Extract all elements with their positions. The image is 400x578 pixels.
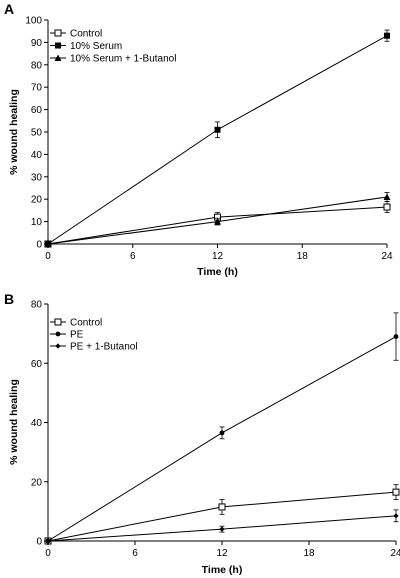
y-tick-label: 80 [31, 60, 43, 71]
x-tick-label: 12 [212, 251, 224, 262]
data-point [392, 488, 400, 496]
x-tick-label: 6 [132, 548, 138, 559]
data-point [219, 430, 225, 436]
y-axis-label: % wound healing [8, 89, 20, 175]
legend-entry: PE [70, 330, 84, 341]
y-tick-label: 40 [31, 150, 43, 161]
legend-marker [54, 318, 62, 326]
legend-marker [55, 331, 61, 337]
legend-marker [54, 54, 62, 61]
panel-label: B [4, 291, 14, 307]
y-tick-label: 30 [31, 172, 43, 183]
series-3 [44, 192, 391, 247]
x-tick-label: 0 [45, 251, 51, 262]
legend-marker [55, 42, 61, 49]
x-tick-label: 18 [303, 548, 315, 559]
x-tick-label: 12 [216, 548, 228, 559]
data-point [219, 526, 225, 532]
series-1 [44, 484, 400, 545]
y-tick-label: 50 [31, 128, 43, 139]
data-point [44, 240, 52, 247]
legend-marker [55, 343, 61, 349]
data-point [383, 203, 391, 211]
legend-entry: Control [70, 29, 102, 40]
data-point [393, 334, 399, 339]
y-tick-label: 70 [31, 83, 43, 94]
y-tick-label: 20 [31, 477, 43, 488]
x-tick-label: 18 [297, 251, 309, 262]
x-axis-label: Time (h) [197, 266, 238, 278]
y-tick-label: 0 [36, 537, 42, 548]
panel-a: A 0 10 20 30 40 50 60 70 80 90 100 0 6 12 18 24 Time (h)%… [4, 1, 393, 278]
y-tick-label: 90 [31, 38, 43, 49]
x-tick-label: 0 [45, 548, 51, 559]
y-tick-label: 10 [31, 217, 43, 228]
y-tick-label: 80 [31, 300, 43, 311]
y-tick-label: 60 [31, 105, 43, 116]
x-tick-label: 6 [130, 251, 136, 262]
data-point [214, 218, 221, 225]
data-point [393, 513, 399, 519]
x-tick-label: 24 [390, 548, 400, 559]
data-point [384, 32, 390, 39]
y-axis-label: % wound healing [8, 379, 20, 465]
y-tick-label: 20 [31, 195, 43, 206]
x-axis-label: Time (h) [202, 564, 243, 576]
series-2 [45, 312, 399, 544]
panel-label: A [4, 1, 14, 17]
y-tick-label: 100 [25, 16, 42, 27]
data-point [383, 193, 391, 200]
y-tick-label: 0 [36, 240, 42, 251]
panel-b: B 0 20 40 60 80 0 6 12 18 24 Time (h) % wound healin… [4, 291, 400, 576]
y-tick-label: 60 [31, 359, 43, 370]
data-point [214, 126, 221, 133]
data-point [218, 503, 226, 511]
legend-entry: 10% Serum [70, 41, 122, 52]
series-3 [45, 509, 399, 544]
legend-entry: PE + 1-Butanol [70, 342, 138, 353]
y-tick-label: 40 [31, 418, 43, 429]
legend-entry: Control [70, 318, 102, 329]
legend-marker [54, 29, 62, 37]
legend-entry: 10% Serum + 1-Butanol [70, 54, 176, 65]
x-tick-label: 24 [381, 251, 393, 262]
data-point [45, 538, 51, 544]
